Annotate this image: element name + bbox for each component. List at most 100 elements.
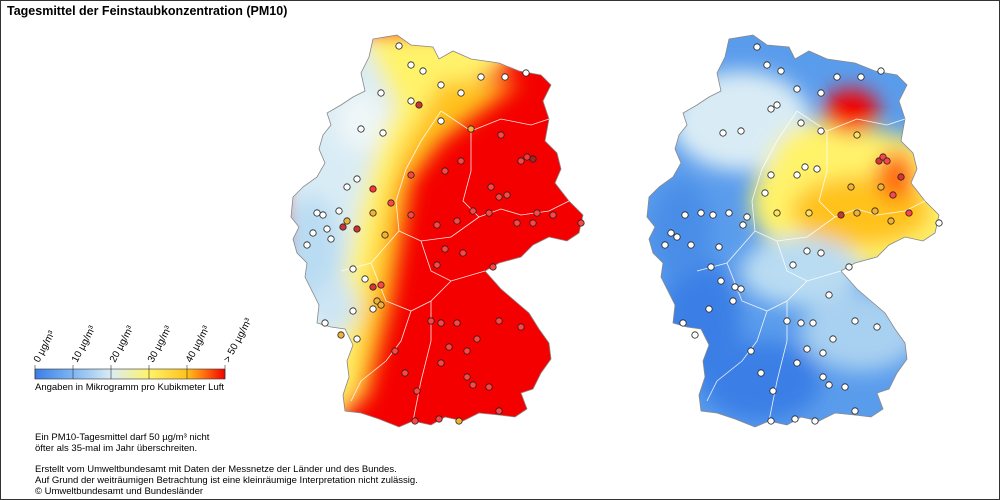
right-station-marker (789, 261, 797, 269)
right-station-marker (803, 247, 811, 255)
left-station-marker (513, 219, 521, 227)
left-station-marker (395, 42, 403, 50)
right-station-marker (747, 347, 755, 355)
left-station-marker (495, 193, 503, 201)
right-station-marker (817, 127, 825, 135)
left-station-marker (485, 209, 493, 217)
right-station-marker (773, 101, 781, 109)
right-station-marker (825, 381, 833, 389)
figure-title: Tagesmittel der Feinstaubkonzentration (… (7, 4, 288, 18)
right-station-marker (673, 233, 681, 241)
left-station-marker (433, 221, 441, 229)
left-station-marker (357, 125, 365, 133)
legend-tick-30: 30 µg/m³ (146, 324, 175, 365)
right-station-marker (661, 241, 669, 249)
left-station-marker (441, 245, 449, 253)
right-station-marker (819, 373, 827, 381)
right-station-marker (737, 285, 745, 293)
left-station-marker (523, 153, 531, 161)
left-station-marker (577, 219, 585, 227)
right-station-marker (687, 241, 695, 249)
left-station-marker (457, 157, 465, 165)
legend-tick-50: > 50 µg/m³ (222, 316, 255, 364)
left-station-marker (407, 171, 415, 179)
left-station-marker (453, 319, 461, 327)
right-station-marker (811, 417, 819, 425)
right-station-marker (803, 345, 811, 353)
right-station-marker (697, 209, 705, 217)
right-station-marker (679, 319, 687, 327)
right-station-marker (871, 207, 879, 215)
right-station-marker (783, 317, 791, 325)
left-station-marker (369, 209, 377, 217)
left-station-marker (455, 417, 463, 425)
left-station-marker (453, 217, 461, 225)
credit-line3: © Umweltbundesamt und Bundesländer (35, 486, 204, 497)
right-station-marker (705, 305, 713, 313)
left-station-marker (467, 125, 475, 133)
credit-line1: Erstellt vom Umweltbundesamt mit Daten d… (35, 464, 397, 475)
left-station-marker (495, 407, 503, 415)
left-station-marker (349, 307, 357, 315)
left-station-marker (381, 231, 389, 239)
left-station-marker (437, 319, 445, 327)
left-station-marker (369, 185, 377, 193)
right-station-marker (797, 119, 805, 127)
left-station-marker (473, 335, 481, 343)
left-station-marker (427, 317, 435, 325)
right-station-marker (897, 173, 905, 181)
right-station-marker (935, 219, 943, 227)
left-station-marker (435, 415, 443, 423)
right-station-marker (905, 209, 913, 217)
left-station-marker (437, 81, 445, 89)
right-station-marker (767, 417, 775, 425)
right-station-marker (833, 73, 841, 81)
right-station-marker (767, 171, 775, 179)
right-station-marker (725, 209, 733, 217)
left-station-marker (477, 73, 485, 81)
left-station-marker (437, 359, 445, 367)
right-station-marker (797, 319, 805, 327)
left-station-marker (327, 235, 335, 243)
left-station-marker (529, 155, 537, 163)
right-station-marker (729, 297, 737, 305)
legend-tick-40: 40 µg/m³ (184, 324, 213, 365)
right-station-marker (757, 369, 765, 377)
left-station-marker (377, 281, 385, 289)
right-station-marker (851, 317, 859, 325)
right-station-marker (739, 221, 747, 229)
left-station-marker (353, 175, 361, 183)
left-station-marker (369, 283, 377, 291)
left-station-marker (517, 323, 525, 331)
left-station-marker (485, 383, 493, 391)
left-station-marker (323, 225, 331, 233)
right-station-marker (691, 331, 699, 339)
right-station-marker (825, 291, 833, 299)
right-station-marker (817, 89, 825, 97)
left-station-marker (549, 211, 557, 219)
right-station-marker (817, 249, 825, 257)
right-station-marker (805, 209, 813, 217)
left-station-marker (469, 381, 477, 389)
left-station-marker (459, 249, 467, 257)
right-station-marker (793, 171, 801, 179)
left-station-marker (419, 67, 427, 75)
left-station-marker (349, 265, 357, 273)
left-station-marker (401, 369, 409, 377)
left-station-marker (361, 275, 369, 283)
right-station-marker (841, 383, 849, 391)
left-station-marker (343, 217, 351, 225)
left-station-marker (469, 207, 477, 215)
right-station-marker (715, 243, 723, 251)
left-station-marker (495, 317, 503, 325)
left-station-marker (353, 225, 361, 233)
right-station-marker (707, 263, 715, 271)
right-station-marker (829, 335, 837, 343)
left-station-marker (407, 211, 415, 219)
left-station-marker (377, 301, 385, 309)
left-station-marker (391, 347, 399, 355)
right-station-marker (845, 263, 853, 271)
right-station-marker (767, 105, 775, 113)
right-station-marker (847, 183, 855, 191)
right-station-marker (763, 61, 771, 69)
